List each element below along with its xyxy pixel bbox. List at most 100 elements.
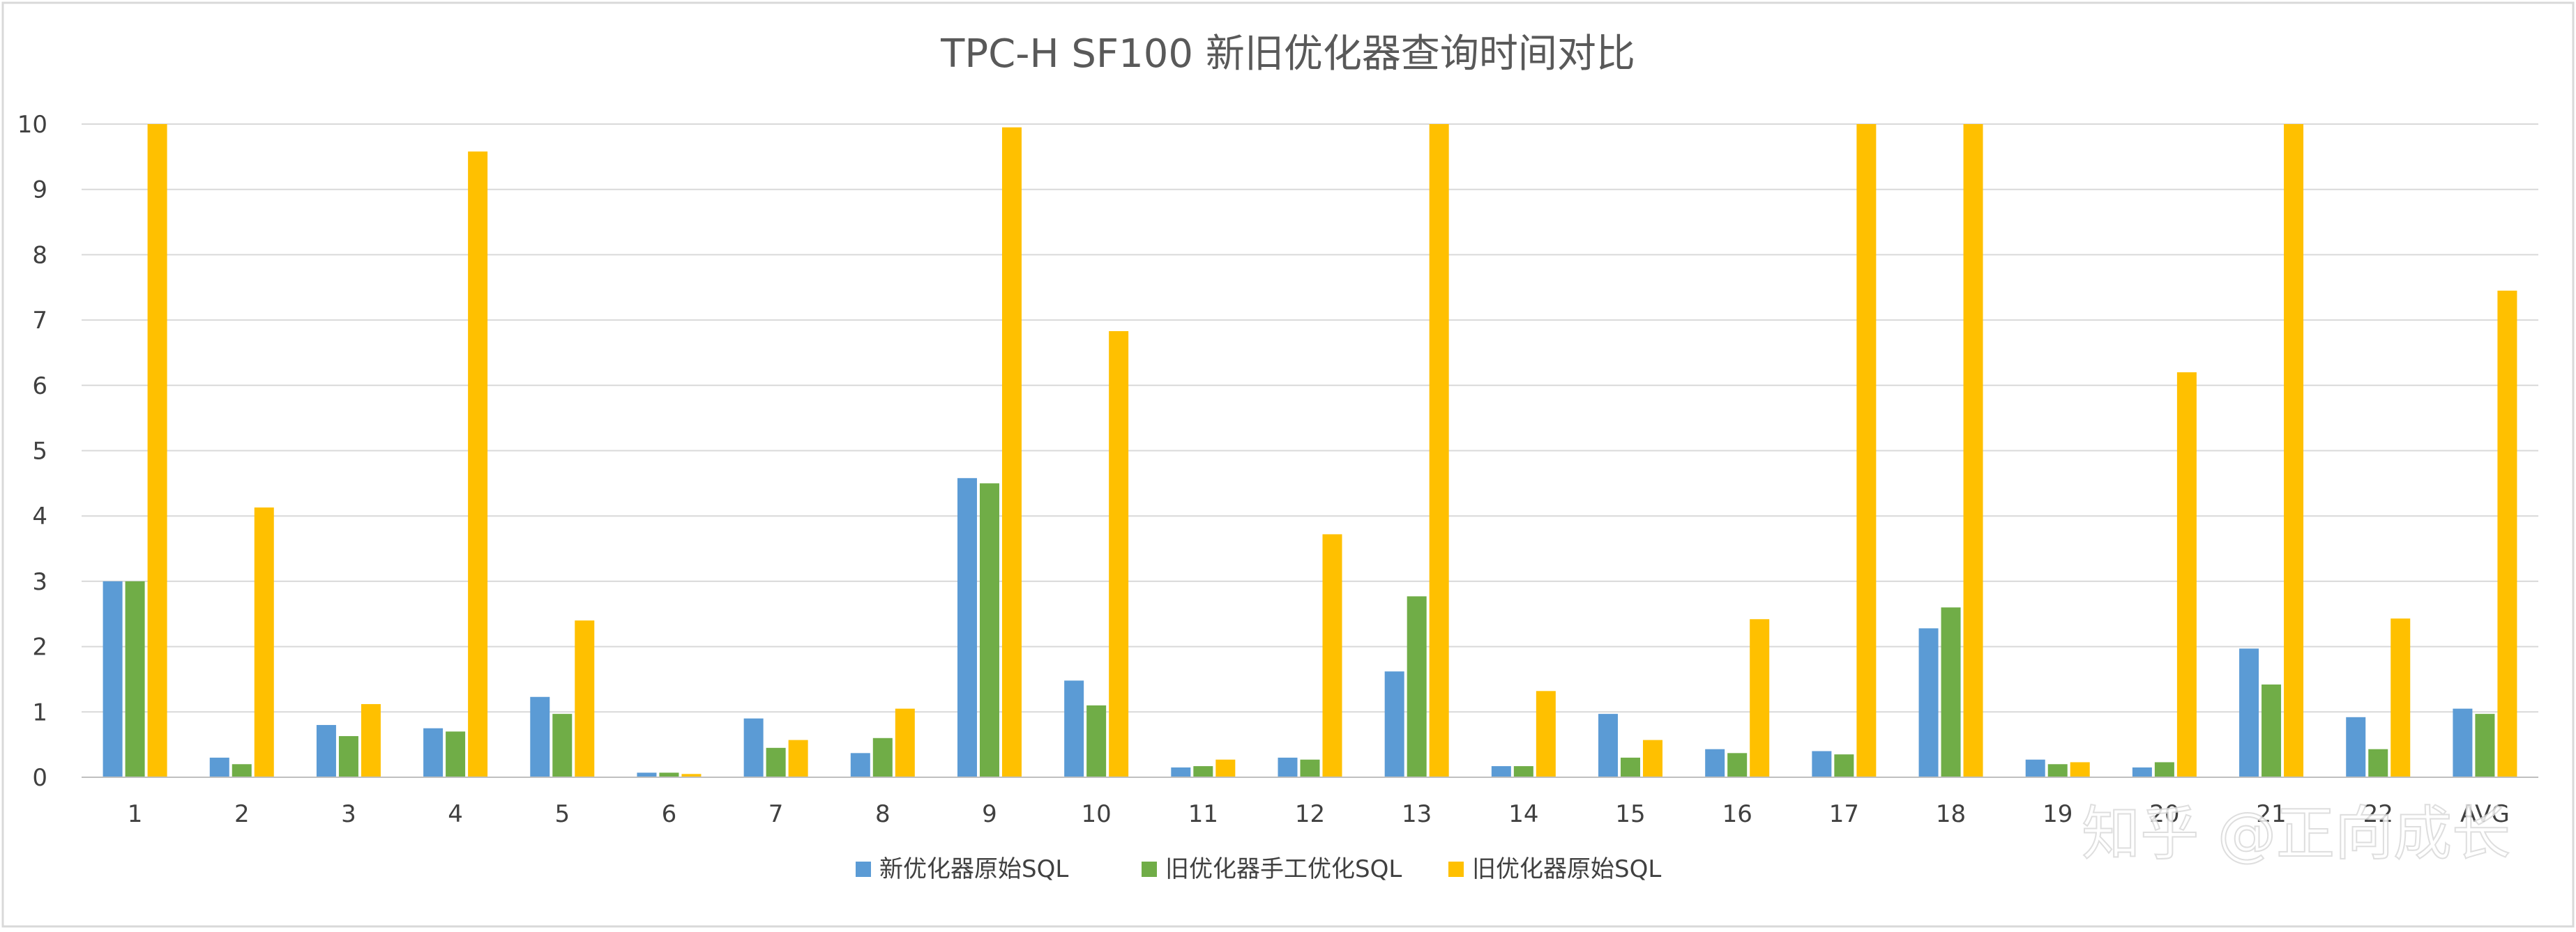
x-tick-label: 20 [2149, 800, 2179, 828]
bar-3-20 [2176, 372, 2197, 777]
y-tick-label: 3 [32, 568, 47, 596]
x-tick-label: 7 [768, 800, 784, 828]
legend-swatch [1448, 862, 1464, 877]
bar-3-9 [1001, 127, 1022, 777]
bar-3-1 [147, 124, 167, 777]
bar-3-16 [1750, 619, 1770, 777]
x-tick-label: 2 [234, 800, 250, 828]
bar-3-6 [681, 774, 702, 777]
x-tick-label: 6 [662, 800, 677, 828]
bar-3-12 [1322, 534, 1342, 777]
bar-3-22 [2391, 618, 2411, 777]
x-tick-label: 1 [128, 800, 143, 828]
bar-2-1 [125, 581, 145, 777]
bar-3-14 [1536, 691, 1556, 777]
y-tick-label: 0 [32, 764, 47, 792]
bar-1-6 [637, 772, 657, 777]
bar-2-18 [1941, 607, 1961, 777]
bar-1-14 [1491, 766, 1511, 777]
bar-1-15 [1598, 714, 1619, 777]
bar-2-4 [446, 731, 466, 777]
bar-3-2 [254, 507, 274, 777]
x-tick-label: 17 [1829, 800, 1859, 828]
bar-1-12 [1278, 757, 1298, 777]
bar-1-1 [103, 581, 123, 777]
bar-1-11 [1171, 767, 1191, 777]
y-tick-label: 1 [32, 698, 47, 726]
y-tick-label: 7 [32, 307, 47, 335]
bar-2-19 [2047, 764, 2068, 777]
bars [103, 124, 2517, 777]
x-tick-label: 5 [554, 800, 570, 828]
y-tick-label: 6 [32, 372, 47, 400]
x-tick-label: 19 [2043, 800, 2073, 828]
bar-1-2 [209, 757, 229, 777]
y-tick-label: 2 [32, 634, 47, 662]
bar-2-15 [1621, 757, 1641, 777]
legend-label: 新优化器原始SQL [879, 855, 1068, 883]
bar-2-17 [1834, 754, 1854, 777]
bar-2-10 [1086, 705, 1107, 777]
bar-3-4 [468, 151, 488, 777]
bar-2-13 [1407, 596, 1427, 777]
chart-title: TPC-H SF100 新旧优化器查询时间对比 [940, 31, 1635, 77]
bar-2-21 [2261, 684, 2282, 777]
x-tick-label: 16 [1722, 800, 1752, 828]
watermark: 知乎 @正向成长 [2082, 800, 2510, 868]
bar-1-21 [2239, 648, 2259, 777]
bar-1-AVG [2453, 708, 2473, 777]
bar-1-4 [423, 728, 444, 777]
bar-2-AVG [2475, 714, 2495, 777]
y-tick-label: 4 [32, 503, 47, 530]
bar-2-8 [872, 738, 893, 777]
bar-2-11 [1193, 766, 1213, 777]
x-tick-label: 10 [1082, 800, 1112, 828]
bar-1-5 [530, 696, 550, 777]
bar-1-10 [1064, 680, 1084, 777]
bar-2-2 [232, 764, 252, 777]
bar-1-9 [957, 478, 977, 777]
bar-3-AVG [2497, 290, 2517, 777]
bar-2-6 [659, 772, 679, 777]
bar-1-13 [1384, 671, 1404, 777]
bar-1-7 [743, 718, 764, 777]
x-tick-label: 12 [1295, 800, 1325, 828]
x-tick-label: 18 [1936, 800, 1966, 828]
bar-1-3 [316, 725, 336, 777]
bar-2-3 [338, 735, 358, 777]
bar-3-21 [2284, 124, 2304, 777]
bar-2-12 [1300, 759, 1320, 777]
bar-1-16 [1705, 749, 1725, 777]
bar-2-16 [1727, 753, 1748, 777]
bar-2-5 [552, 714, 573, 777]
bar-3-15 [1643, 740, 1663, 777]
bar-3-17 [1856, 124, 1877, 777]
x-tick-label: 3 [341, 800, 356, 828]
bar-3-19 [2070, 762, 2090, 777]
bar-1-19 [2025, 759, 2045, 777]
bar-2-7 [766, 747, 786, 777]
legend: 新优化器原始SQL 旧优化器手工优化SQL 旧优化器原始SQL [856, 855, 1661, 883]
bar-3-8 [895, 708, 915, 777]
y-tick-label: 5 [32, 438, 47, 466]
bar-1-22 [2346, 717, 2366, 777]
bar-2-20 [2154, 762, 2174, 777]
gridlines [82, 123, 2538, 713]
x-tick-label: 13 [1402, 800, 1432, 828]
bar-2-9 [979, 483, 999, 777]
bar-3-13 [1429, 124, 1449, 777]
y-tick-label: 8 [32, 241, 47, 269]
bar-3-7 [788, 740, 808, 777]
x-tick-label: 8 [875, 800, 891, 828]
x-tick-label: 11 [1188, 800, 1218, 828]
x-tick-label: 15 [1615, 800, 1645, 828]
bar-3-5 [575, 620, 595, 777]
x-tick-label: 22 [2363, 800, 2393, 828]
legend-swatch [856, 862, 871, 877]
x-tick-label: 14 [1508, 800, 1538, 828]
y-tick-label: 9 [32, 176, 47, 204]
x-tick-label: 21 [2256, 800, 2286, 828]
bar-3-11 [1215, 759, 1236, 777]
